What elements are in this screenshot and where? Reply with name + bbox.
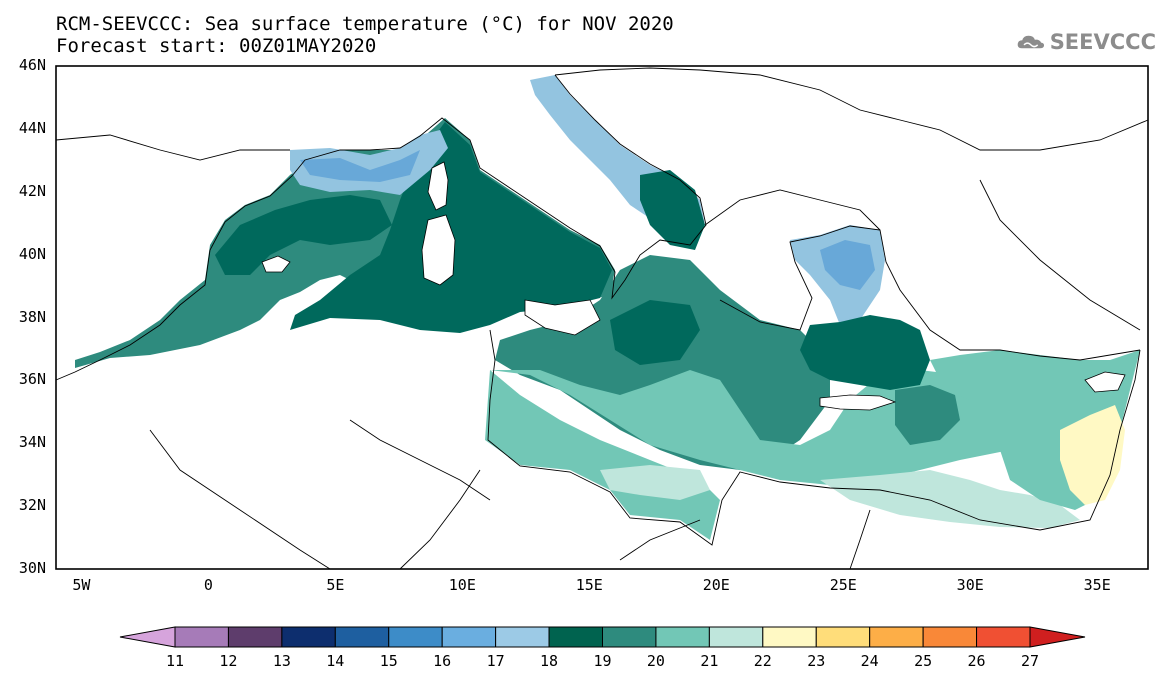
colorbar-tick-label: 20 [646, 652, 665, 670]
colorbar-swatch [922, 626, 978, 648]
sea-region-tyrrhenian [290, 122, 612, 333]
sea-region-gulf-of-lion [290, 130, 448, 195]
colorbar-swatch [174, 626, 229, 648]
y-tick-label: 40N [18, 244, 46, 263]
colorbar-swatch [441, 626, 497, 648]
colorbar-tick-label: 13 [272, 652, 291, 670]
colorbar-swatch [976, 626, 1031, 648]
colorbar-tick-label: 27 [1020, 652, 1040, 670]
island-cyprus [1084, 371, 1126, 393]
y-tick-label: 30N [18, 559, 46, 577]
sea-region-southern-adriatic [640, 170, 705, 250]
sea-patch-darker-levant [895, 385, 960, 445]
island-mallorca [261, 255, 291, 273]
colorbar-tick-label: 16 [433, 652, 452, 670]
colorbar-under-triangle [119, 626, 176, 648]
island-crete [819, 394, 897, 411]
island-corsica [427, 161, 449, 211]
colorbar-tick-label: 22 [753, 652, 772, 670]
y-tick-label: 38N [18, 307, 46, 326]
coastlines [55, 67, 1149, 570]
colorbar-swatch [495, 626, 550, 648]
colorbar-swatch [869, 626, 924, 648]
sea-patch-cool [300, 150, 420, 182]
colorbar-swatch [815, 626, 871, 648]
colorbar-tick-label: 21 [700, 652, 719, 670]
x-tick-label: 0 [203, 576, 213, 594]
colorbar-swatch [548, 626, 603, 648]
map-title: RCM-SEEVCCC: Sea surface temperature (°C… [56, 13, 674, 35]
y-tick-label: 32N [18, 496, 46, 515]
y-tick-label: 44N [18, 118, 46, 137]
colorbar-over-triangle [1029, 626, 1086, 648]
x-tick-label: 5W [72, 576, 91, 594]
colorbar-swatch [602, 626, 657, 648]
colorbar-tick-label: 24 [860, 652, 879, 670]
logo-text: SEEVCCC [1049, 30, 1156, 54]
island-sardinia [421, 214, 456, 286]
map-frame [55, 65, 1149, 570]
x-tick-label: 35E [1083, 576, 1111, 594]
colorbar-tick-label: 18 [540, 652, 559, 670]
sea-region-south-aegean [800, 315, 930, 390]
y-tick-label: 34N [18, 433, 46, 452]
colorbar-tick-label: 12 [219, 652, 238, 670]
x-tick-label: 20E [702, 576, 730, 594]
sea-patch-cool-aegean [820, 240, 875, 290]
colorbar-swatch [334, 626, 390, 648]
forecast-start-subtitle: Forecast start: 00Z01MAY2020 [56, 35, 377, 57]
colorbar-tick-label: 14 [326, 652, 345, 670]
colorbar-swatch [227, 626, 283, 648]
x-tick-label: 10E [448, 576, 476, 594]
colorbar-tick-label: 25 [914, 652, 933, 670]
colorbar-tick-label: 26 [967, 652, 986, 670]
sea-region-libyan-sea [485, 370, 1030, 540]
colorbar-swatch [762, 626, 817, 648]
x-tick-label: 30E [956, 576, 984, 594]
island-sicily [524, 299, 601, 336]
y-tick-label: 36N [18, 370, 46, 389]
x-tick-label: 5E [326, 576, 345, 594]
colorbar-tick-label: 15 [379, 652, 398, 670]
colorbar-tick-label: 19 [593, 652, 612, 670]
sea-patch-warm-ionian [610, 300, 700, 365]
y-tick-label: 42N [18, 181, 46, 200]
cloud-icon [1017, 35, 1045, 49]
y-tick-label: 46N [18, 56, 46, 74]
colorbar-swatch [281, 626, 336, 648]
sea-region-ionian [495, 255, 830, 470]
colorbar-swatch [655, 626, 710, 648]
colorbar-tick-label: 11 [165, 652, 185, 670]
seevccc-logo: SEEVCCC [1016, 22, 1156, 62]
sea-region-balearic [215, 195, 392, 275]
x-tick-label: 15E [575, 576, 603, 594]
colorbar-tick-label: 17 [486, 652, 505, 670]
colorbar-tick-label: 23 [807, 652, 826, 670]
colorbar [119, 626, 1086, 648]
sea-patch-hot-levant [1060, 405, 1125, 505]
colorbar-swatch [388, 626, 443, 648]
x-tick-label: 25E [829, 576, 857, 594]
colorbar-swatch [708, 626, 764, 648]
